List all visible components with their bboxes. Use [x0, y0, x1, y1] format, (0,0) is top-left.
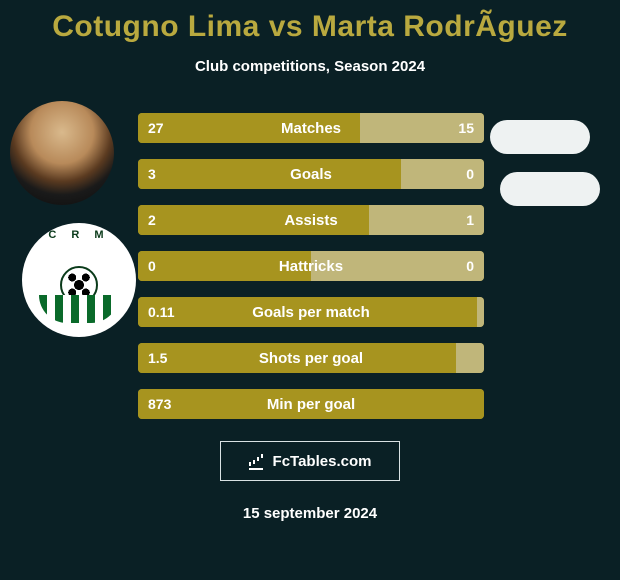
stat-bar-row: Matches27 15 — [138, 113, 484, 143]
player-photo — [10, 101, 114, 205]
page-title: Cotugno Lima vs Marta RodrÃ­guez — [0, 0, 620, 44]
stat-bar-row: Goals per match0.11 — [138, 297, 484, 327]
bar-label: Goals — [138, 159, 484, 189]
chart-icon — [249, 452, 267, 470]
club-logo-text: C R M — [48, 229, 109, 241]
club-stripes — [39, 295, 119, 323]
bar-label: Hattricks — [138, 251, 484, 281]
club-logo: C R M — [22, 223, 136, 337]
bar-value-right: 1 — [466, 205, 474, 235]
brand-text: FcTables.com — [273, 453, 372, 470]
bar-label: Goals per match — [138, 297, 484, 327]
stat-bar-row: Shots per goal1.5 — [138, 343, 484, 373]
decorative-pill — [490, 120, 590, 154]
bar-value-left: 1.5 — [148, 343, 167, 373]
date-text: 15 september 2024 — [0, 505, 620, 522]
stat-bar-row: Hattricks0 0 — [138, 251, 484, 281]
bar-value-left: 873 — [148, 389, 171, 419]
bar-value-left: 2 — [148, 205, 156, 235]
bar-label: Assists — [138, 205, 484, 235]
stat-bar-row: Assists2 1 — [138, 205, 484, 235]
bar-value-right: 15 — [458, 113, 474, 143]
bar-label: Matches — [138, 113, 484, 143]
decorative-pill — [500, 172, 600, 206]
bar-value-left: 0 — [148, 251, 156, 281]
stat-bar-row: Goals3 0 — [138, 159, 484, 189]
bar-label: Min per goal — [138, 389, 484, 419]
stat-bars: Matches2715Goals30Assists21Hattricks00Go… — [138, 113, 484, 435]
bar-value-right: 0 — [466, 251, 474, 281]
left-avatar-column: C R M — [8, 101, 128, 337]
bar-value-left: 27 — [148, 113, 164, 143]
brand-box: FcTables.com — [220, 441, 400, 481]
page-subtitle: Club competitions, Season 2024 — [0, 58, 620, 75]
bar-value-left: 0.11 — [148, 297, 174, 327]
bar-value-left: 3 — [148, 159, 156, 189]
stat-bar-row: Min per goal873 — [138, 389, 484, 419]
bar-value-right: 0 — [466, 159, 474, 189]
bar-label: Shots per goal — [138, 343, 484, 373]
